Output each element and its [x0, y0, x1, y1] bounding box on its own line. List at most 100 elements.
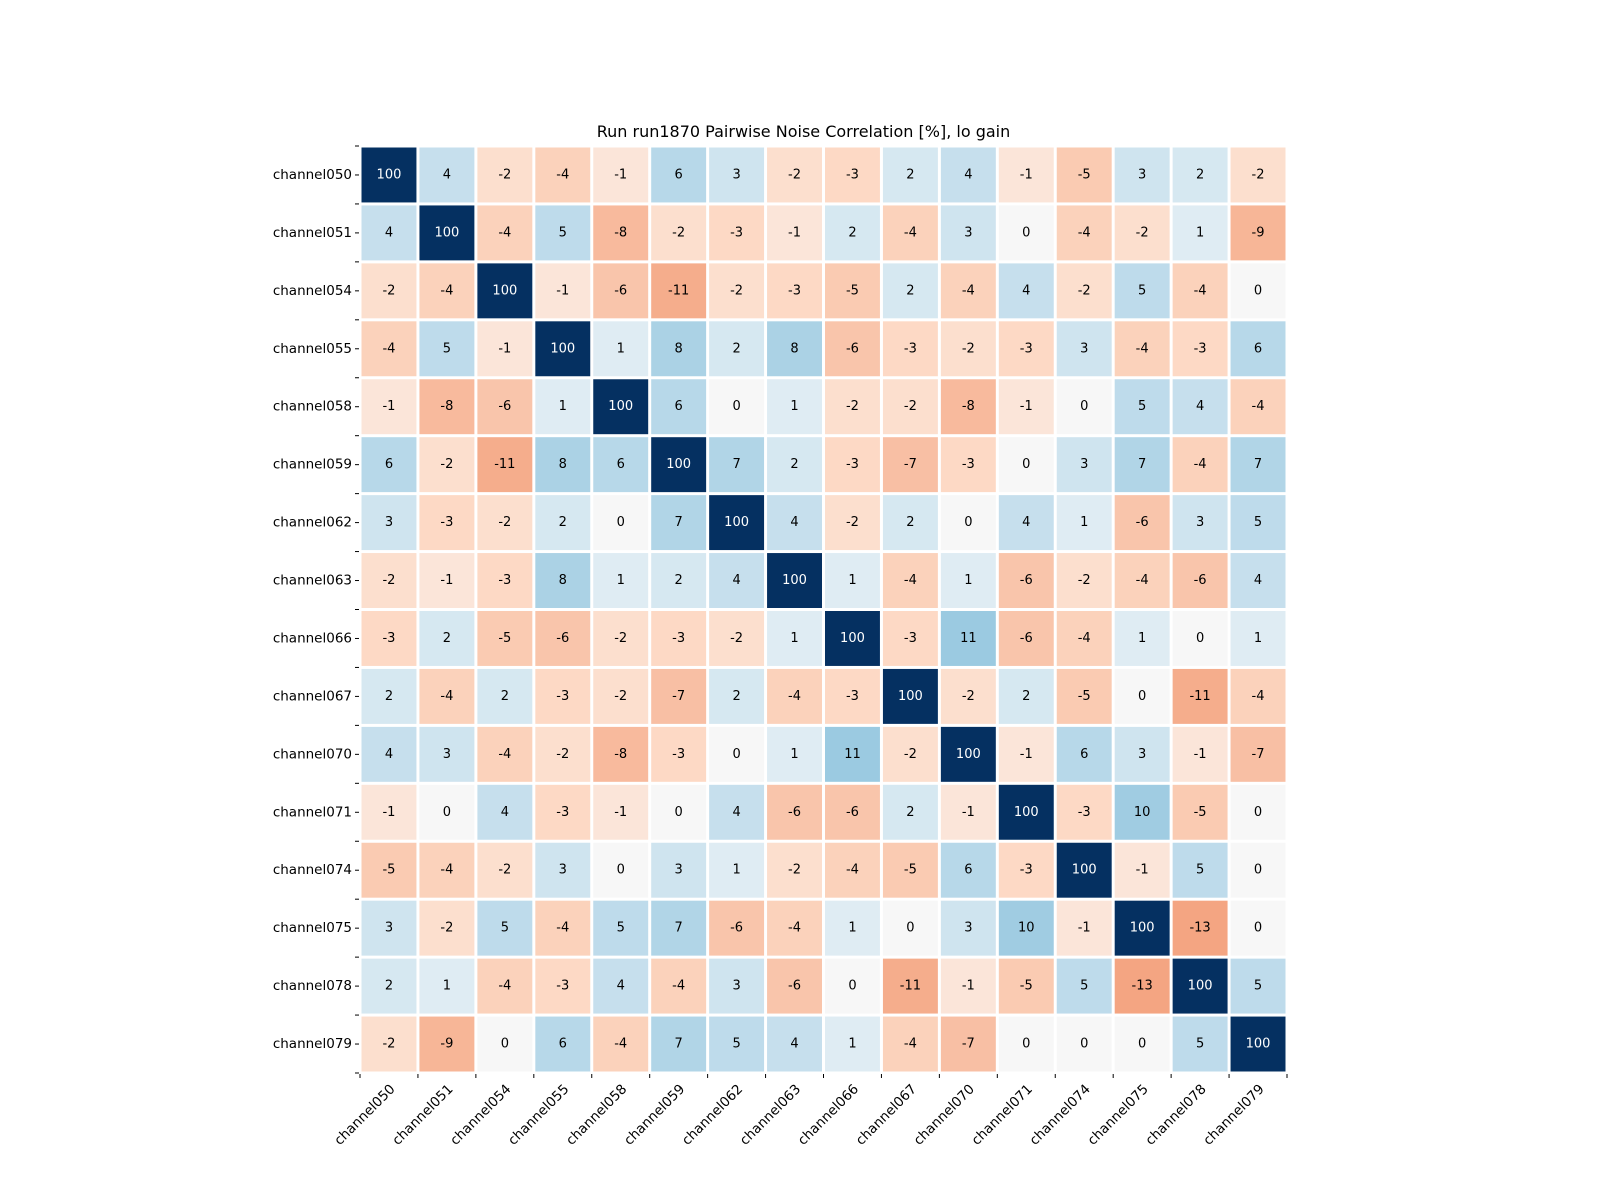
cell-value-label: -1: [962, 805, 975, 820]
heatmap-cell: [419, 958, 475, 1014]
heatmap-cell: [593, 553, 649, 608]
heatmap-cell: [1056, 495, 1112, 551]
heatmap-cell: [940, 900, 996, 956]
heatmap-cell: [767, 263, 822, 319]
cell-value-label: 3: [559, 863, 567, 878]
cell-value-label: 4: [443, 167, 451, 182]
cell-value-label: -4: [672, 979, 685, 994]
y-tick-label: channel071: [273, 804, 352, 820]
cell-value-label: 2: [906, 805, 914, 820]
cell-value-label: -6: [498, 399, 511, 414]
cell-value-label: 100: [1072, 863, 1097, 878]
cell-value-label: 100: [898, 689, 923, 704]
heatmap-cell: [419, 784, 475, 840]
heatmap-cell: [419, 205, 475, 261]
cell-value-label: -2: [904, 399, 917, 414]
cell-value-label: 4: [617, 979, 625, 994]
cell-value-label: -4: [1252, 689, 1265, 704]
cell-value-label: -6: [846, 341, 859, 356]
cell-value-label: 0: [964, 515, 972, 530]
cell-value-label: -7: [1252, 747, 1265, 762]
heatmap-cell: [1114, 263, 1170, 319]
heatmap-cell: [477, 147, 533, 203]
heatmap-cell: [651, 842, 707, 898]
heatmap-cell: [767, 495, 822, 551]
heatmap-cell: [709, 842, 765, 898]
heatmap-cell: [882, 437, 938, 493]
cell-value-label: -5: [1078, 167, 1091, 182]
heatmap-cell: [651, 379, 707, 435]
cell-value-label: -4: [904, 225, 917, 240]
heatmap-cell: [361, 553, 417, 608]
heatmap-cell: [940, 668, 996, 724]
cell-value-label: -2: [846, 399, 859, 414]
heatmap-cell: [882, 263, 938, 319]
heatmap-cell: [940, 726, 996, 782]
cell-value-label: -1: [1020, 747, 1033, 762]
cell-value-label: 100: [434, 225, 459, 240]
heatmap-cell: [709, 611, 765, 666]
cell-value-label: -3: [1020, 863, 1033, 878]
cell-value-label: 6: [385, 457, 393, 472]
heatmap-cell: [535, 437, 591, 493]
heatmap-cell: [419, 1016, 475, 1072]
y-tick-label: channel067: [273, 688, 352, 704]
heatmap-cell: [419, 611, 475, 666]
heatmap-cell: [882, 784, 938, 840]
cell-value-label: -4: [498, 747, 511, 762]
heatmap-cell: [998, 900, 1054, 956]
cell-value-label: 4: [790, 515, 798, 530]
cell-value-label: -2: [846, 515, 859, 530]
heatmap-cell: [709, 437, 765, 493]
heatmap-cell: [593, 668, 649, 724]
cell-value-label: -4: [440, 689, 453, 704]
heatmap-cell: [1114, 495, 1170, 551]
heatmap-cell: [1172, 1016, 1228, 1072]
cell-value-label: 2: [732, 689, 740, 704]
cell-value-label: 1: [848, 921, 856, 936]
heatmap-cell: [998, 495, 1054, 551]
cell-value-label: -5: [1078, 689, 1091, 704]
cell-value-label: -9: [440, 1037, 453, 1052]
cell-value-label: -8: [614, 747, 627, 762]
heatmap-cell: [998, 726, 1054, 782]
heatmap-cell: [767, 668, 822, 724]
heatmap-cell: [940, 784, 996, 840]
cell-value-label: -5: [904, 863, 917, 878]
cell-value-label: 1: [1254, 631, 1262, 646]
cell-value-label: 3: [732, 167, 740, 182]
cell-value-label: -5: [382, 863, 395, 878]
heatmap-cell: [998, 147, 1054, 203]
heatmap-cell: [361, 726, 417, 782]
cell-value-label: -13: [1132, 979, 1153, 994]
heatmap-cell: [767, 958, 822, 1014]
cell-value-label: 100: [724, 515, 749, 530]
x-tick-label: channel079: [1200, 1081, 1267, 1148]
cell-value-label: -4: [556, 921, 569, 936]
cell-value-label: 3: [1138, 747, 1146, 762]
cell-value-label: 3: [385, 921, 393, 936]
heatmap-cell: [477, 900, 533, 956]
cell-value-label: -4: [1252, 399, 1265, 414]
cell-value-label: 5: [617, 921, 625, 936]
cell-value-label: 100: [1188, 979, 1213, 994]
cell-value-label: 1: [790, 747, 798, 762]
cell-value-label: -5: [846, 283, 859, 298]
heatmap-cell: [767, 321, 822, 377]
x-tick-label: channel070: [911, 1081, 978, 1148]
heatmap-cell: [535, 263, 591, 319]
cell-value-label: -2: [672, 225, 685, 240]
heatmap-cell: [535, 321, 591, 377]
heatmap-cell: [1114, 147, 1170, 203]
heatmap-cell: [535, 726, 591, 782]
heatmap-cell: [1172, 611, 1228, 666]
heatmap-cell: [825, 553, 880, 608]
cell-value-label: 100: [492, 283, 517, 298]
cell-value-label: -4: [614, 1037, 627, 1052]
cell-value-label: -2: [1078, 283, 1091, 298]
heatmap-cell: [419, 321, 475, 377]
cell-value-label: 0: [1254, 283, 1262, 298]
cell-value-label: -6: [846, 805, 859, 820]
heatmap-cell: [882, 1016, 938, 1072]
cell-value-label: 100: [956, 747, 981, 762]
